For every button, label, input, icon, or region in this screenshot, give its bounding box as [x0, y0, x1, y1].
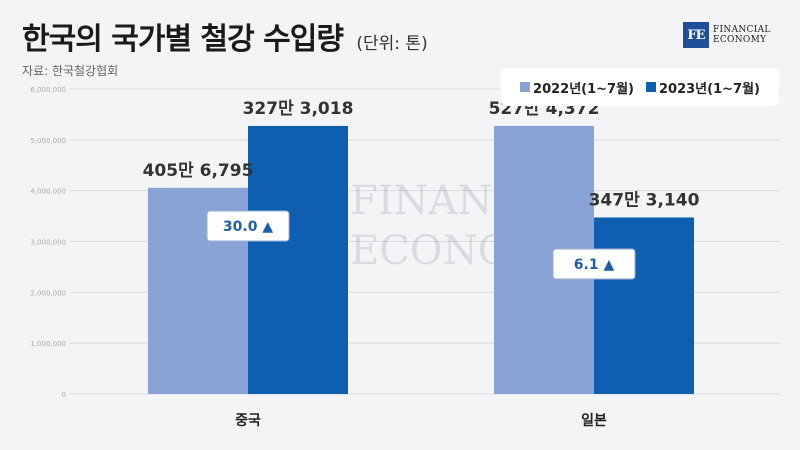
category-label: 일본 [581, 413, 607, 429]
change-badge [552, 248, 636, 280]
legend-item-2023: 2023년(1~7월) [646, 78, 760, 97]
legend-label-2022: 2022년(1~7월) [533, 81, 634, 97]
bar-value-label: 327만 3,018 [243, 99, 354, 119]
change-badge [206, 210, 290, 242]
title-text: 한국의 국가별 철강 수입량 [22, 22, 344, 57]
legend-item-2022: 2022년(1~7월) [520, 78, 634, 97]
y-tick-label: 5,000,000 [30, 137, 66, 145]
legend-swatch-2022 [520, 82, 531, 92]
y-tick-label: 0 [62, 391, 66, 399]
chart-title: 한국의 국가별 철강 수입량 (단위: 톤) [22, 14, 428, 58]
bar-2023 [594, 217, 694, 394]
y-tick-label: 2,000,000 [30, 289, 66, 297]
y-tick-label: 3,000,000 [30, 239, 66, 247]
bars-group [148, 125, 694, 394]
logo-line1: FINANCIAL [713, 25, 771, 35]
bar-2023 [248, 125, 348, 394]
legend: 2022년(1~7월) 2023년(1~7월) [501, 68, 779, 106]
logo-line2: ECONOMY [713, 35, 767, 45]
logo-mark: FE [683, 22, 709, 48]
brand-logo: FE FINANCIAL ECONOMY [683, 22, 771, 48]
source-note: 자료: 한국철강협회 [22, 64, 119, 78]
y-tick-label: 1,000,000 [30, 340, 66, 348]
bar-value-label: 347만 3,140 [589, 190, 700, 210]
category-label: 중국 [235, 413, 261, 429]
legend-swatch-2023 [646, 82, 656, 92]
y-tick-label: 6,000,000 [30, 86, 66, 94]
legend-label-2023: 2023년(1~7월) [659, 81, 760, 97]
bar-value-label: 405만 6,795 [143, 161, 254, 181]
y-tick-label: 4,000,000 [30, 188, 66, 196]
logo-text: FINANCIAL ECONOMY [713, 25, 771, 45]
change-badge-text: 6.1 ▲ [574, 257, 615, 273]
title-unit: (단위: 톤) [356, 34, 428, 54]
change-badge-text: 30.0 ▲ [223, 219, 273, 235]
